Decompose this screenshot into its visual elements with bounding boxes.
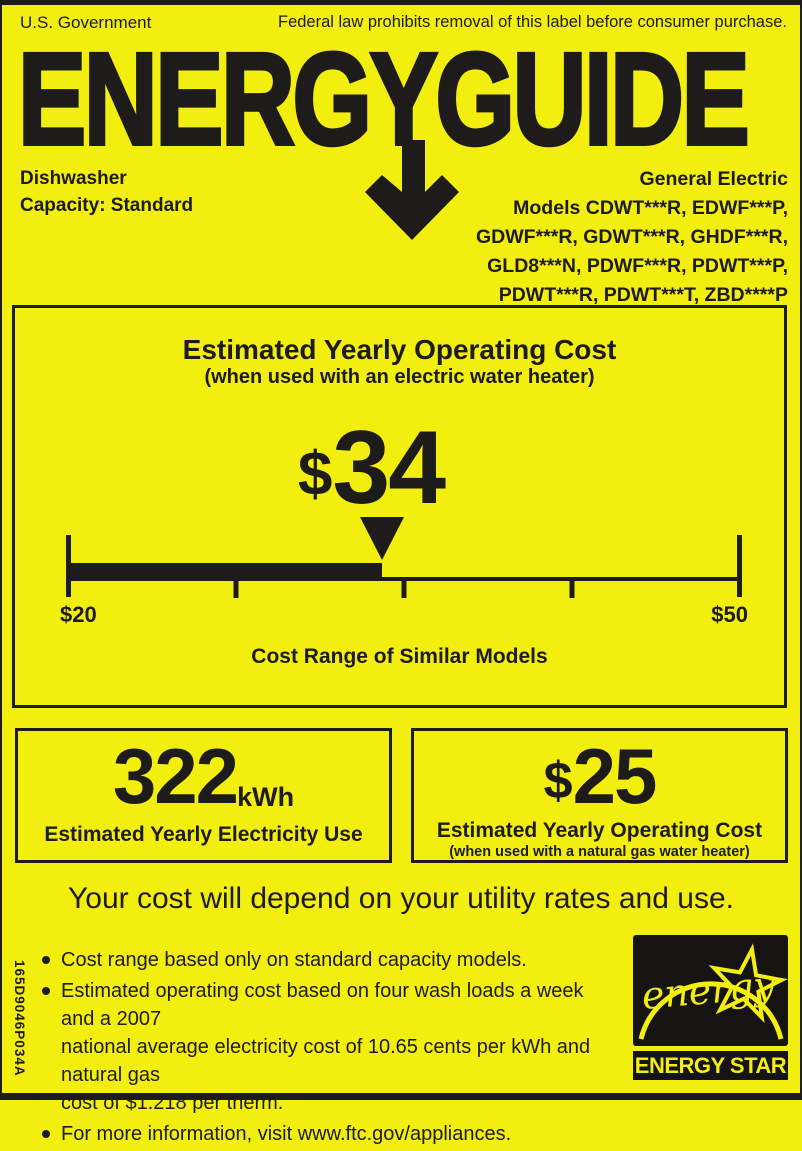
scale-min-label: $20 <box>60 602 97 627</box>
panel-title: Estimated Yearly Operating Cost <box>182 334 617 365</box>
bottom-border-strip <box>0 1093 802 1100</box>
footnote-text: For more information, visit www.ftc.gov/… <box>61 1123 512 1145</box>
footnotes-list: Cost range based only on standard capaci… <box>42 946 617 1151</box>
star-icon <box>708 943 788 1024</box>
cost-range-scale: $20 $50 <box>60 517 748 647</box>
model-line: GLD8***N, PDWF***R, PDWT***P, <box>487 255 788 277</box>
model-line: PDWT***R, PDWT***T, ZBD****P <box>498 284 788 306</box>
scale-minor-tick <box>233 577 239 598</box>
energy-star-wordmark-bar: ENERGY STAR <box>633 1051 788 1080</box>
kwh-value: 322 <box>112 732 239 820</box>
left-border-strip <box>0 0 2 1100</box>
federal-law-notice: Federal law prohibits removal of this la… <box>277 13 787 31</box>
us-government-label: U.S. Government <box>20 13 152 32</box>
estimated-cost-value: $34 <box>297 416 446 520</box>
energyguide-logo: ENERGYGUIDE <box>16 31 790 166</box>
model-line: GDWF***R, GDWT***R, GHDF***R, <box>475 226 788 248</box>
panel-subtitle: (when used with an electric water heater… <box>204 366 595 388</box>
bullet-icon <box>42 987 50 995</box>
cost-range-caption: Cost Range of Similar Models <box>251 645 548 668</box>
top-border-strip <box>0 0 802 5</box>
down-arrow-icon <box>365 140 459 240</box>
scale-max-label: $50 <box>711 602 748 627</box>
gas-cost-value: 25 <box>572 732 658 820</box>
footnote-text: Estimated operating cost based on four w… <box>61 980 591 1114</box>
bullet-icon <box>42 1130 50 1138</box>
scale-fill-bar <box>68 563 382 578</box>
cost-number: 34 <box>332 410 446 526</box>
cost-marker-triangle-icon <box>359 517 404 560</box>
footnote-text: Cost range based only on standard capaci… <box>61 949 527 971</box>
product-type: Dishwasher <box>20 168 127 189</box>
operating-cost-panel: Estimated Yearly Operating Cost (when us… <box>12 305 787 708</box>
energy-star-arc <box>638 981 784 1040</box>
gas-cost-label: Estimated Yearly Operating Cost <box>436 819 763 842</box>
scale-minor-tick <box>569 577 575 598</box>
logo-guide-text: GUIDE <box>434 25 751 172</box>
footnote-item: Estimated operating cost based on four w… <box>42 977 617 1117</box>
product-capacity: Capacity: Standard <box>20 195 194 216</box>
energy-star-logo: energy <box>633 935 788 1046</box>
model-line: Models CDWT***R, EDWF***P, <box>513 197 788 219</box>
dollar-sign: $ <box>297 440 333 509</box>
electricity-value-row: 322 kWh <box>18 737 389 815</box>
bullet-icon <box>42 956 50 964</box>
footnote-item: Cost range based only on standard capaci… <box>42 946 617 974</box>
scale-minor-tick <box>401 577 407 598</box>
dollar-sign: $ <box>543 752 573 810</box>
footnote-item: For more information, visit www.ftc.gov/… <box>42 1120 617 1148</box>
kwh-unit: kWh <box>237 782 295 812</box>
energy-star-emblem-icon: energy <box>638 943 788 1040</box>
gas-cost-sublabel: (when used with a natural gas water heat… <box>449 844 750 860</box>
manufacturer-name: General Electric <box>639 168 789 190</box>
scale-min-tick <box>66 535 71 597</box>
logo-energy-text: ENERGY <box>16 25 439 172</box>
electricity-use-panel: 322 kWh Estimated Yearly Electricity Use <box>15 728 392 863</box>
gas-cost-value-row: $ 25 <box>414 737 785 815</box>
energy-star-wordmark: ENERGY STAR <box>634 1052 787 1078</box>
utility-rates-sentence: Your cost will depend on your utility ra… <box>68 882 734 915</box>
right-border-strip <box>800 0 802 1100</box>
scale-max-tick <box>737 535 742 597</box>
manufacturer-models: General Electric Models CDWT***R, EDWF**… <box>476 165 788 310</box>
electricity-use-label: Estimated Yearly Electricity Use <box>44 823 363 846</box>
label-part-number: 165D9046P034A <box>12 960 27 1077</box>
product-info: Dishwasher Capacity: Standard <box>20 165 193 219</box>
gas-operating-cost-panel: $ 25 Estimated Yearly Operating Cost (wh… <box>411 728 788 863</box>
